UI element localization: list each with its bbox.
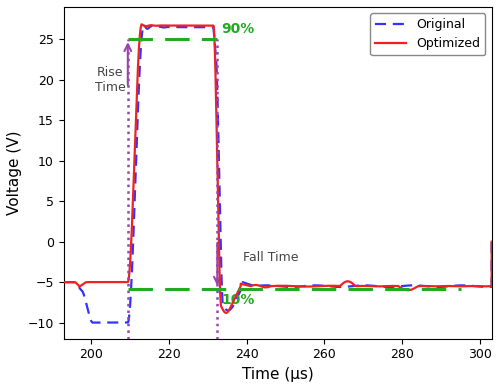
X-axis label: Time (μs): Time (μs)	[242, 367, 314, 382]
Text: 10%: 10%	[221, 293, 254, 307]
Text: 90%: 90%	[221, 22, 254, 36]
Text: Rise
Time: Rise Time	[95, 66, 126, 94]
Text: Fall Time: Fall Time	[242, 251, 298, 265]
Y-axis label: Voltage (V): Voltage (V)	[7, 131, 22, 215]
Legend: Original, Optimized: Original, Optimized	[370, 13, 486, 56]
